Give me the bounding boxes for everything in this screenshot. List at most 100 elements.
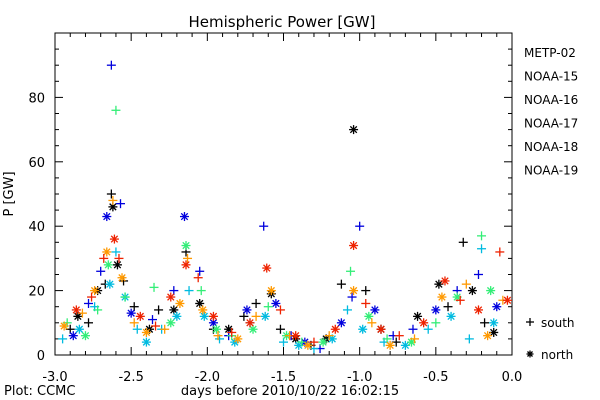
north-point — [502, 295, 512, 305]
south-point — [495, 247, 505, 257]
north-point — [135, 311, 145, 321]
south-point — [84, 298, 94, 308]
axis-tick-labels: -3.0 -2.5 -2.0 -1.5 -1.0 -0.5 0.0 0 20 40 60 80 — [28, 91, 522, 385]
north-point — [74, 324, 84, 334]
north-point — [303, 340, 313, 350]
south-point — [111, 247, 121, 257]
south-point — [458, 237, 468, 247]
south-point — [108, 195, 118, 205]
south-point — [99, 253, 109, 263]
south-point — [116, 199, 126, 209]
y-axis-label: P [GW] — [2, 171, 17, 216]
south-point — [114, 253, 124, 263]
series-noaa-16 — [58, 244, 499, 354]
south-point — [129, 302, 139, 312]
south-point — [423, 324, 433, 334]
north-point — [126, 308, 136, 318]
south-point — [275, 324, 285, 334]
hemisphere-label: south — [541, 316, 575, 330]
legend-entry: NOAA-17 — [524, 117, 578, 131]
north-point — [245, 318, 255, 328]
north-point — [102, 212, 112, 222]
south-point — [87, 292, 97, 302]
south-point — [394, 331, 404, 341]
south-point — [93, 305, 103, 315]
north-point — [376, 324, 386, 334]
south-point — [193, 273, 203, 283]
south-point — [227, 327, 237, 337]
series-noaa-18 — [59, 195, 508, 350]
y-tick-label: 40 — [28, 220, 45, 235]
south-point — [361, 286, 371, 296]
series-noaa-15 — [68, 60, 502, 354]
north-point — [483, 331, 493, 341]
north-point — [260, 311, 270, 321]
south-point — [183, 253, 193, 263]
north-point — [242, 305, 252, 315]
legend-entry: NOAA-16 — [524, 93, 578, 107]
south-point — [461, 279, 471, 289]
north-point — [199, 311, 209, 321]
north-point — [208, 318, 218, 328]
north-point — [141, 327, 151, 337]
series-noaa-19 — [71, 234, 512, 347]
north-point — [434, 279, 444, 289]
south-point — [251, 298, 261, 308]
x-tick-label: -3.0 — [42, 370, 67, 385]
south-point — [196, 286, 206, 296]
south-point — [431, 318, 441, 328]
south-point — [275, 305, 285, 315]
north-point — [266, 286, 276, 296]
south-point — [309, 337, 319, 347]
south-point — [58, 334, 68, 344]
south-point — [132, 324, 142, 334]
south-point — [279, 337, 288, 347]
north-point — [349, 241, 359, 251]
north-point — [102, 247, 112, 257]
north-point — [71, 305, 81, 315]
south-point — [239, 311, 249, 321]
north-point — [68, 331, 78, 341]
south-point — [410, 334, 420, 344]
y-tick-label: 20 — [28, 285, 45, 300]
north-point — [59, 321, 69, 331]
north-point — [117, 273, 127, 283]
north-point — [90, 286, 100, 296]
north-point — [330, 324, 340, 334]
south-point — [84, 318, 94, 328]
series-noaa-17 — [62, 105, 496, 347]
north-point — [489, 318, 499, 328]
south-point — [336, 279, 346, 289]
south-point — [480, 318, 490, 328]
south-point — [120, 292, 130, 302]
x-axis-label: days before 2010/10/22 16:02:15 — [181, 384, 399, 399]
north-point — [370, 305, 380, 315]
north-point — [175, 298, 185, 308]
x-tick-label: -2.0 — [195, 370, 220, 385]
hemisphere-label: north — [541, 348, 573, 362]
south-point — [355, 221, 365, 231]
plot-frame — [54, 32, 513, 356]
data-points — [58, 60, 512, 354]
south-point — [151, 321, 161, 331]
north-point — [440, 276, 450, 286]
north-point — [248, 324, 258, 334]
north-point — [233, 334, 243, 344]
south-point — [382, 334, 392, 344]
north-point — [364, 311, 374, 321]
north-point — [112, 260, 122, 270]
south-point — [106, 189, 116, 199]
x-tick-label: -2.5 — [118, 370, 143, 385]
north-point — [419, 318, 429, 328]
south-point — [477, 244, 487, 254]
x-tick-label: 0.0 — [502, 370, 523, 385]
north-point — [473, 305, 483, 315]
hemisphere-legend: south north — [526, 316, 575, 362]
south-point — [347, 292, 357, 302]
y-tick-label: 0 — [37, 349, 45, 364]
north-point — [262, 263, 272, 273]
south-point — [464, 334, 474, 344]
south-point — [342, 305, 352, 315]
south-point — [129, 318, 139, 328]
